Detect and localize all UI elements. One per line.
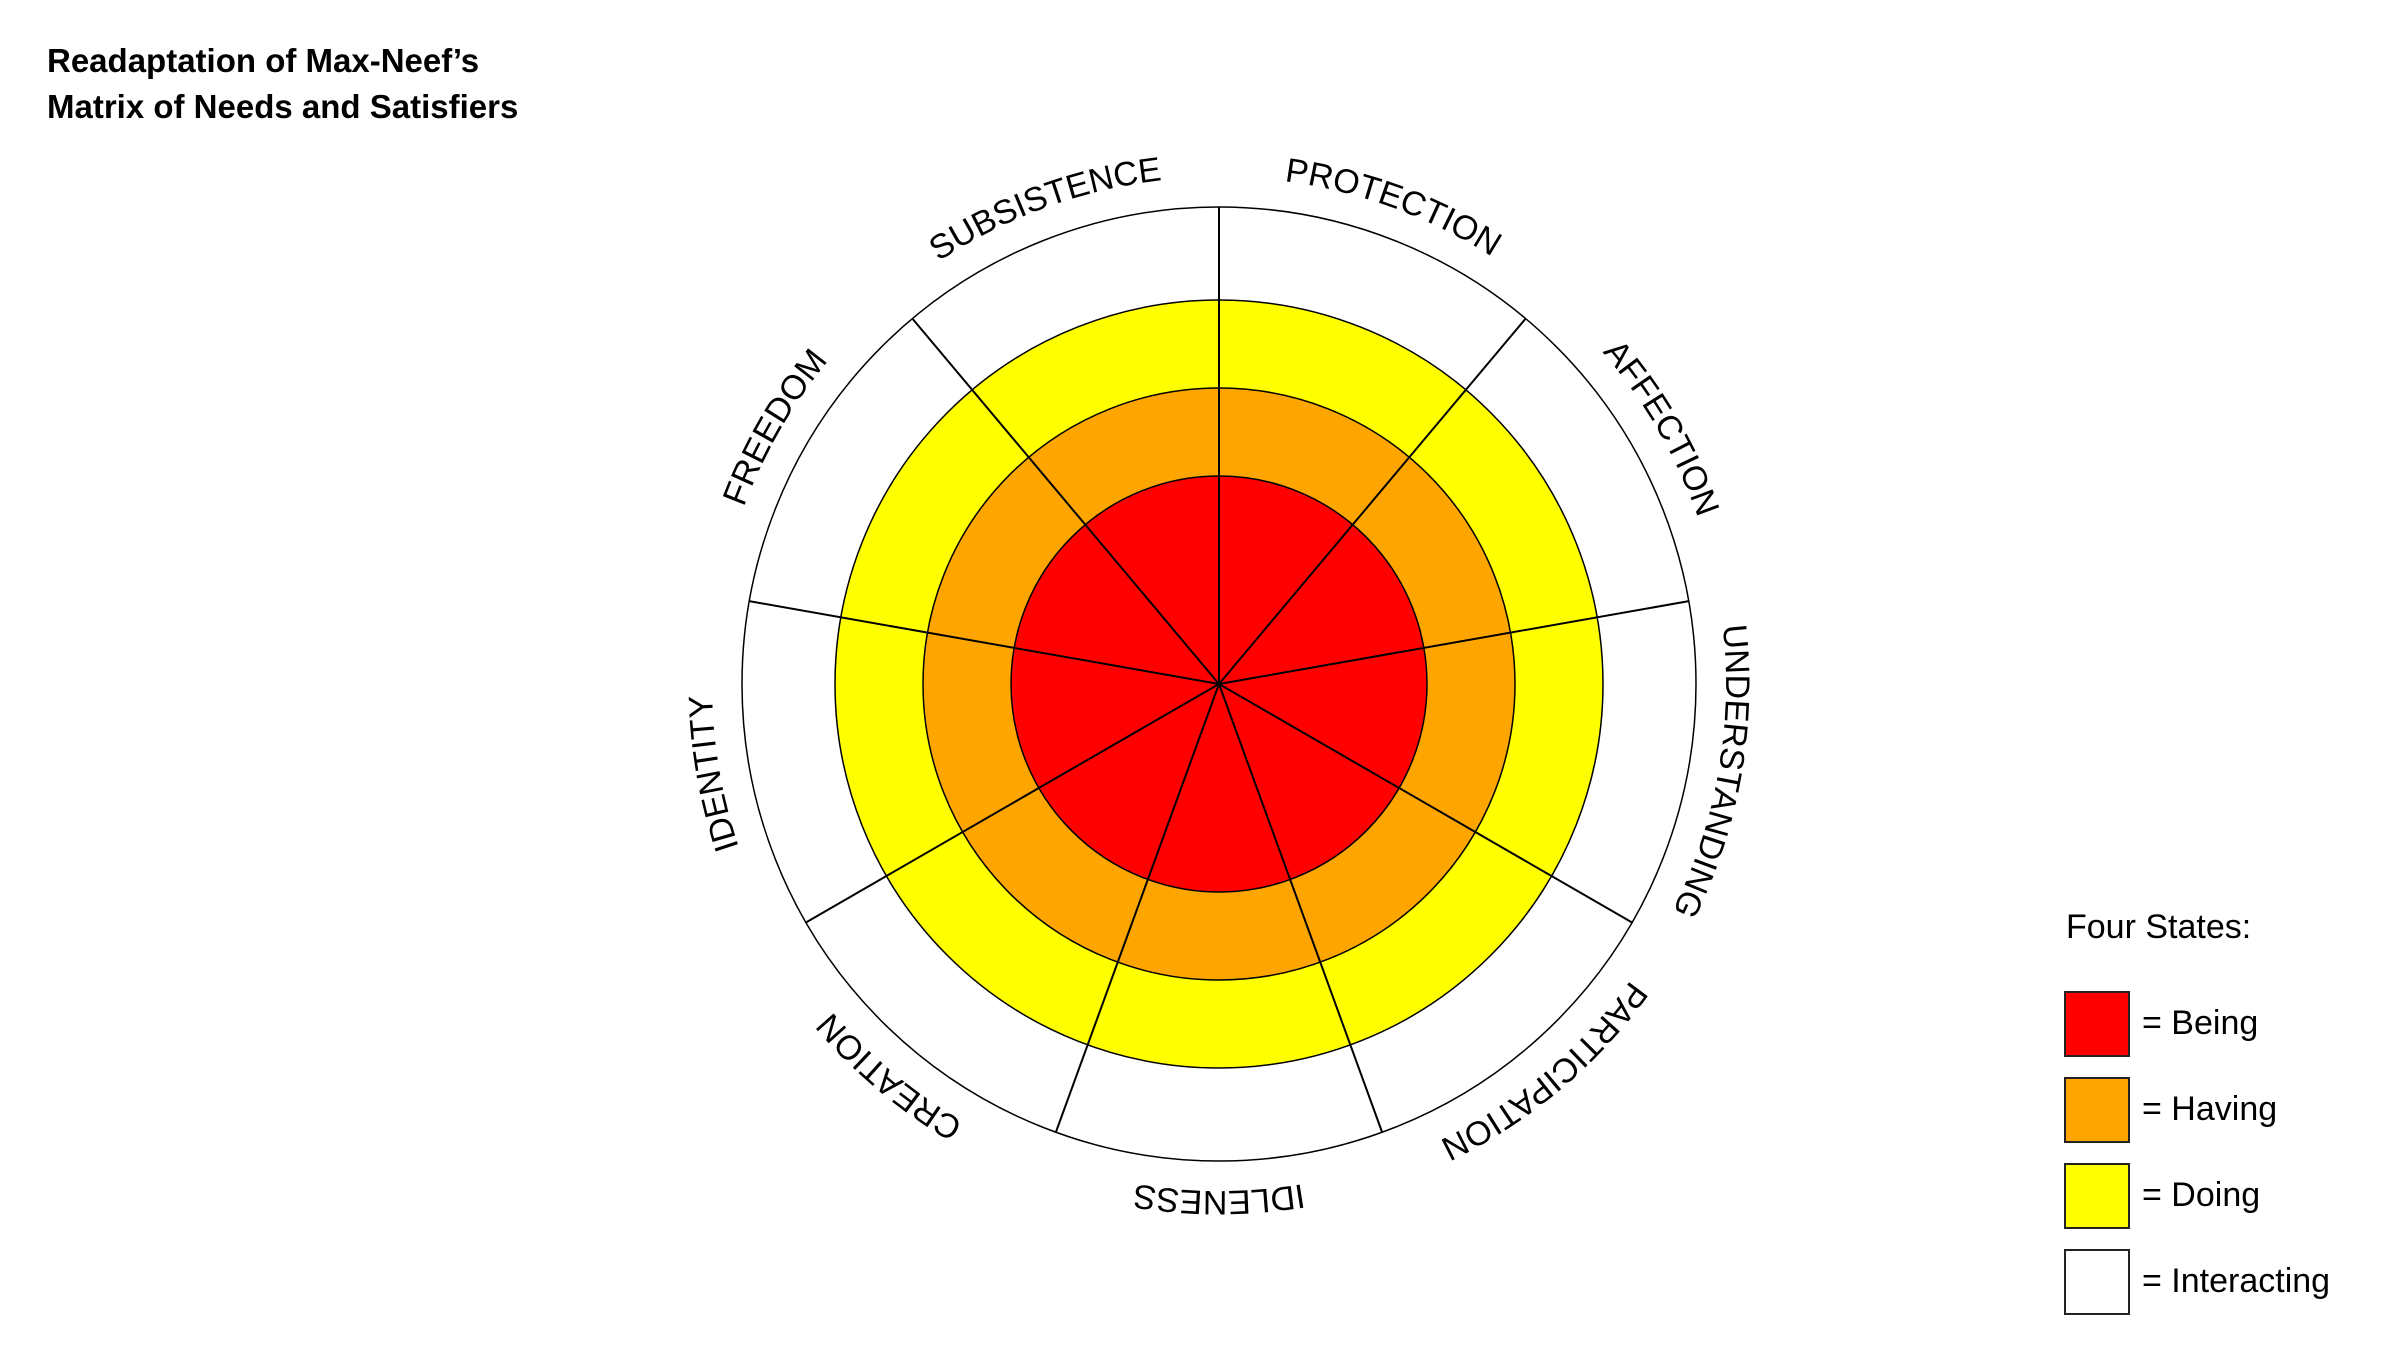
legend-label-having: = Having [2142,1090,2278,1128]
legend-item-doing: = Doing [2064,1162,2260,1229]
legend-item-being: = Being [2064,990,2258,1057]
sector-divider [805,683,1220,924]
legend-label-doing: = Doing [2142,1176,2261,1214]
title-line-2: Matrix of Needs and Satisfiers [47,88,519,125]
doing-swatch [2064,1162,2130,1229]
sector-divider [1218,317,1527,685]
legend-item-interacting: = Interacting [2064,1248,2330,1315]
being-swatch [2064,990,2130,1057]
sector-divider [1218,683,1633,924]
sector-divider [1218,600,1689,685]
title-line-1: Readaptation of Max-Neef’s [47,42,480,79]
need-label-identity: IDENTITY [682,695,746,857]
legend: Four States: = Being = Having = Doing = … [2064,908,2384,1315]
sector-divider [1218,683,1384,1133]
interacting-swatch [2064,1248,2130,1315]
sector-divider [911,317,1220,685]
legend-label-interacting: = Interacting [2142,1262,2331,1300]
legend-title: Four States: [2066,908,2252,946]
sector-divider [749,600,1220,685]
having-swatch [2064,1076,2130,1143]
legend-label-being: = Being [2142,1004,2259,1042]
sector-dividers [749,207,1689,1133]
diagram-title: Readaptation of Max-Neef’s Matrix of Nee… [47,38,518,130]
sector-divider [1054,683,1220,1133]
legend-item-having: = Having [2064,1076,2277,1143]
need-label-idleness: IDLENESS [1131,1176,1308,1221]
